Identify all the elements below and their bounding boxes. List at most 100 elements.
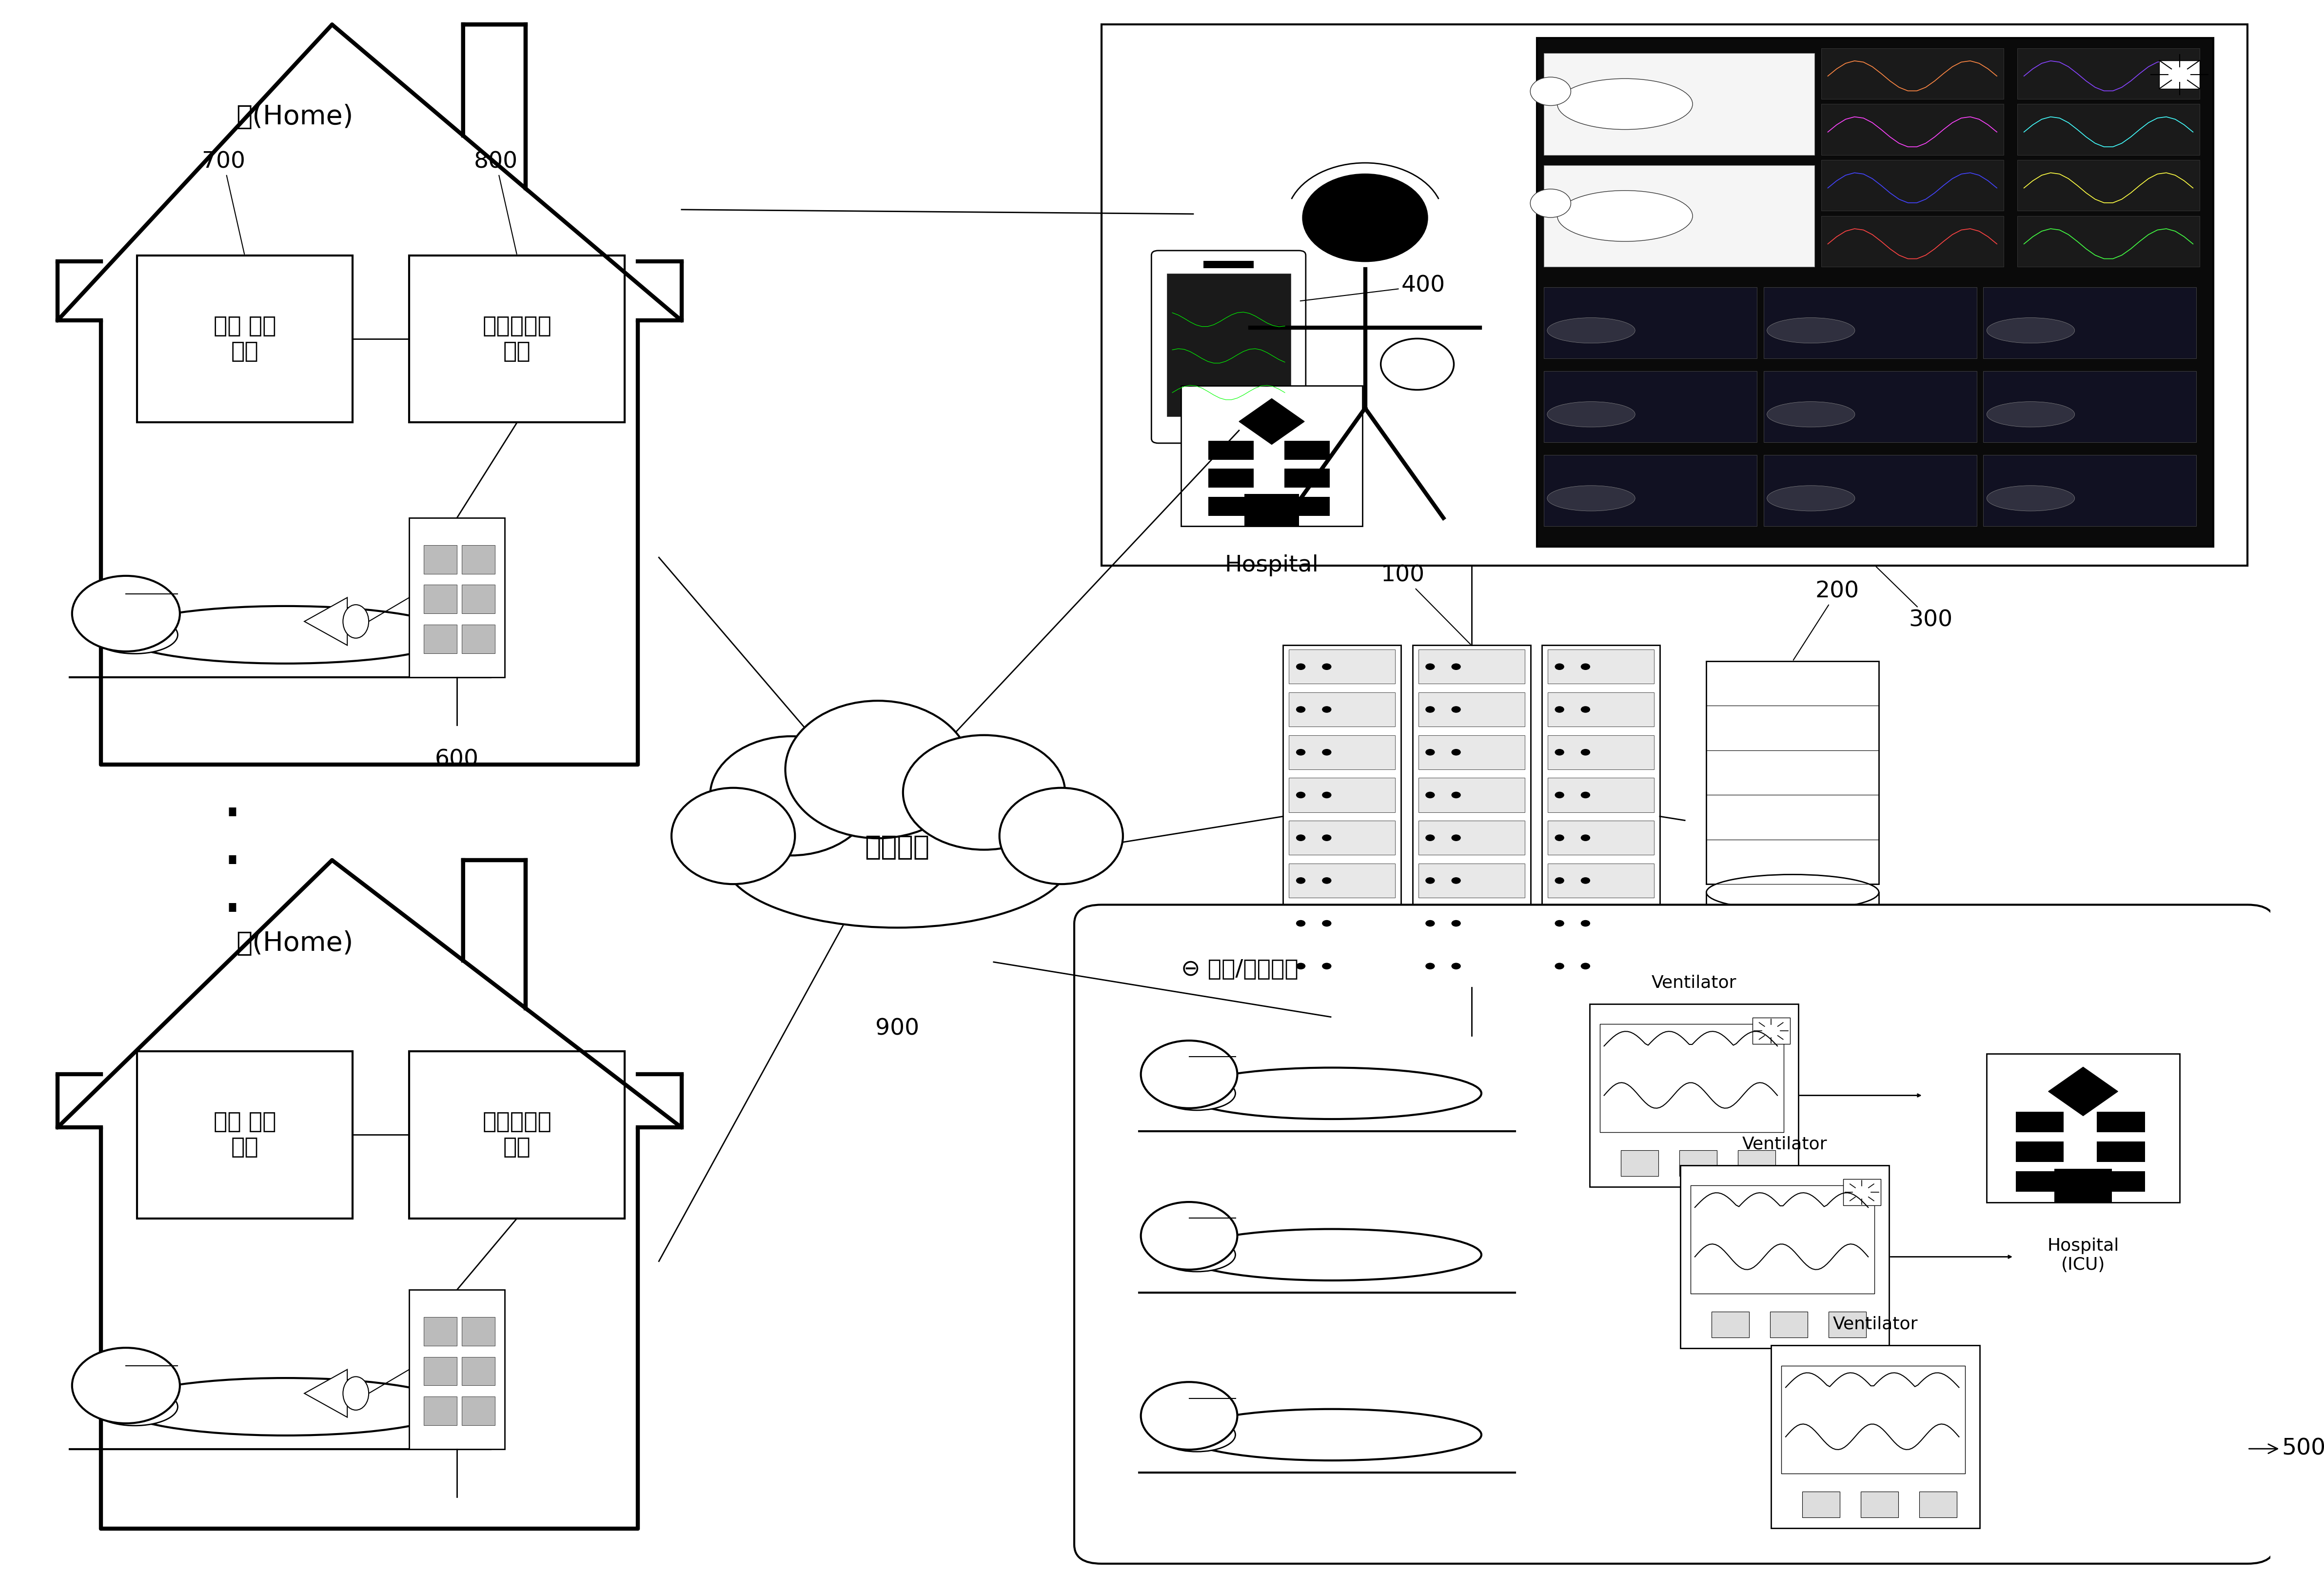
Text: 네트워크: 네트워크	[865, 835, 930, 860]
Bar	[1418, 693, 1525, 726]
Text: 환자 감시
장치: 환자 감시 장치	[214, 315, 277, 363]
Text: 500: 500	[2250, 1438, 2324, 1459]
Bar	[1285, 468, 1329, 487]
Polygon shape	[2047, 1067, 2117, 1115]
Circle shape	[1297, 921, 1306, 927]
Bar	[1590, 1004, 1799, 1187]
Bar	[1290, 734, 1394, 769]
Bar	[1690, 1185, 1875, 1294]
Ellipse shape	[1183, 1410, 1480, 1461]
Bar	[1706, 892, 1878, 946]
Circle shape	[1322, 663, 1332, 671]
Circle shape	[1452, 878, 1462, 884]
Bar	[1738, 1150, 1776, 1176]
Circle shape	[1580, 663, 1590, 671]
Ellipse shape	[1766, 317, 1855, 342]
Circle shape	[1297, 878, 1306, 884]
Ellipse shape	[91, 1388, 177, 1426]
Text: ⊖ 보안/통제구역: ⊖ 보안/통제구역	[1181, 959, 1299, 981]
Bar	[1181, 386, 1362, 526]
Text: Ventilator: Ventilator	[1652, 975, 1736, 991]
Circle shape	[1425, 749, 1434, 755]
Polygon shape	[462, 860, 525, 1008]
Circle shape	[1322, 962, 1332, 970]
Bar	[462, 545, 495, 573]
Circle shape	[1452, 663, 1462, 671]
Ellipse shape	[1183, 1230, 1480, 1281]
Ellipse shape	[119, 1378, 453, 1435]
Bar	[1982, 371, 2196, 443]
Bar	[1680, 1150, 1717, 1176]
Ellipse shape	[344, 605, 370, 639]
Bar	[2017, 104, 2201, 155]
Text: ·: ·	[221, 878, 244, 946]
Bar	[423, 624, 458, 653]
Bar	[1418, 734, 1525, 769]
Bar	[1822, 217, 2003, 268]
Bar	[1418, 650, 1525, 683]
Bar	[409, 518, 504, 677]
Text: Hospital: Hospital	[1225, 554, 1318, 577]
Circle shape	[1322, 878, 1332, 884]
Bar	[1102, 24, 2247, 566]
Circle shape	[1555, 663, 1564, 671]
Bar	[1543, 166, 1815, 268]
Circle shape	[1301, 174, 1427, 261]
Bar	[1167, 274, 1290, 416]
Bar	[1783, 1365, 1966, 1474]
Circle shape	[1452, 792, 1462, 798]
Bar	[2159, 61, 2201, 89]
Circle shape	[1580, 921, 1590, 927]
Bar	[2054, 1169, 2113, 1203]
Circle shape	[1297, 792, 1306, 798]
Bar	[1843, 1179, 1880, 1206]
Bar	[409, 1290, 504, 1450]
Text: 600: 600	[435, 749, 479, 771]
Bar	[462, 624, 495, 653]
Text: 800: 800	[474, 151, 518, 253]
Bar	[2096, 1171, 2145, 1192]
Circle shape	[1452, 962, 1462, 970]
Bar	[137, 1051, 353, 1219]
Ellipse shape	[904, 734, 1064, 849]
Bar	[1543, 53, 1815, 155]
Bar	[1829, 1311, 1866, 1338]
Circle shape	[1322, 749, 1332, 755]
Ellipse shape	[344, 1376, 370, 1410]
Bar	[1822, 104, 2003, 155]
Ellipse shape	[1183, 1067, 1480, 1118]
Bar	[1599, 1024, 1783, 1133]
Text: 900: 900	[876, 1018, 920, 1040]
Circle shape	[1555, 921, 1564, 927]
Circle shape	[1297, 962, 1306, 970]
Bar	[1285, 497, 1329, 516]
Bar	[1771, 1346, 1980, 1528]
Circle shape	[1580, 962, 1590, 970]
Circle shape	[1555, 878, 1564, 884]
Bar	[1764, 456, 1978, 526]
Circle shape	[1529, 76, 1571, 105]
Ellipse shape	[672, 789, 795, 884]
Bar	[462, 1397, 495, 1426]
Circle shape	[1322, 835, 1332, 841]
Bar	[1548, 777, 1655, 812]
Bar	[1283, 645, 1401, 988]
Circle shape	[1452, 706, 1462, 712]
Bar	[1418, 820, 1525, 855]
Text: ·: ·	[221, 782, 244, 851]
Circle shape	[1425, 663, 1434, 671]
Text: 클라이언트
장치: 클라이언트 장치	[483, 1110, 551, 1158]
Ellipse shape	[1157, 1077, 1236, 1110]
Bar	[1418, 906, 1525, 940]
Text: 400: 400	[1301, 276, 1446, 301]
Ellipse shape	[1157, 1238, 1236, 1271]
Bar	[1543, 456, 1757, 526]
Text: 홈(Home): 홈(Home)	[237, 930, 353, 957]
Bar	[1285, 441, 1329, 460]
Bar	[1208, 468, 1253, 487]
Bar	[423, 1317, 458, 1346]
Bar	[1548, 863, 1655, 898]
Bar	[409, 1051, 625, 1219]
Bar	[1418, 863, 1525, 898]
Circle shape	[1425, 962, 1434, 970]
